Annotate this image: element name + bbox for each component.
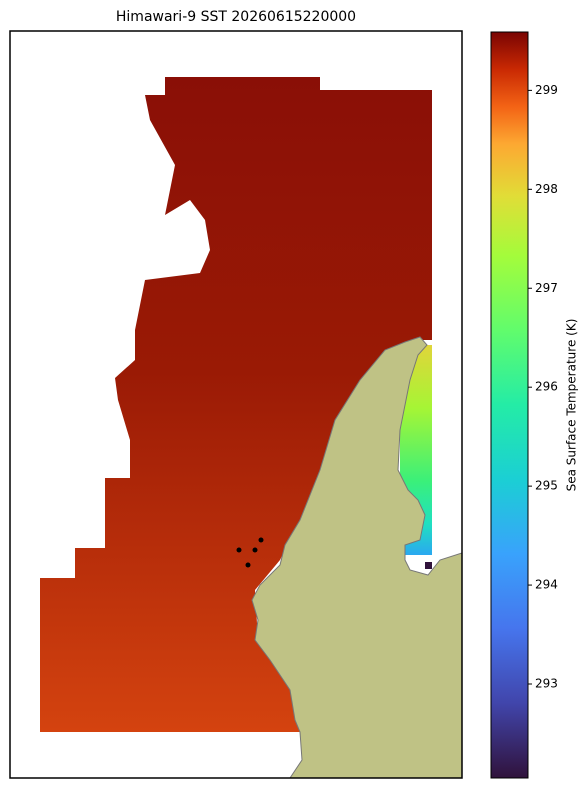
marker — [236, 547, 242, 553]
colorbar-label: Sea Surface Temperature (K) — [565, 319, 579, 492]
land — [251, 336, 462, 778]
marker — [258, 537, 264, 543]
colorbar — [490, 31, 529, 779]
map-area — [40, 77, 462, 778]
map-title: Himawari-9 SST 20260615220000 — [116, 9, 356, 25]
marker — [252, 547, 258, 553]
colorbar-tick-label: 293 — [535, 677, 558, 691]
colorbar-tick-label: 298 — [535, 182, 558, 196]
sst-field — [40, 77, 432, 732]
colorbar-tick-label: 295 — [535, 479, 558, 493]
marker — [245, 562, 251, 568]
colorbar-tick-label: 296 — [535, 380, 558, 394]
colorbar-tick-label: 294 — [535, 578, 558, 592]
map-frame — [9, 30, 463, 779]
sst-pixel — [425, 562, 432, 569]
colorbar-tick-label: 299 — [535, 83, 558, 97]
colorbar-tick-label: 297 — [535, 281, 558, 295]
